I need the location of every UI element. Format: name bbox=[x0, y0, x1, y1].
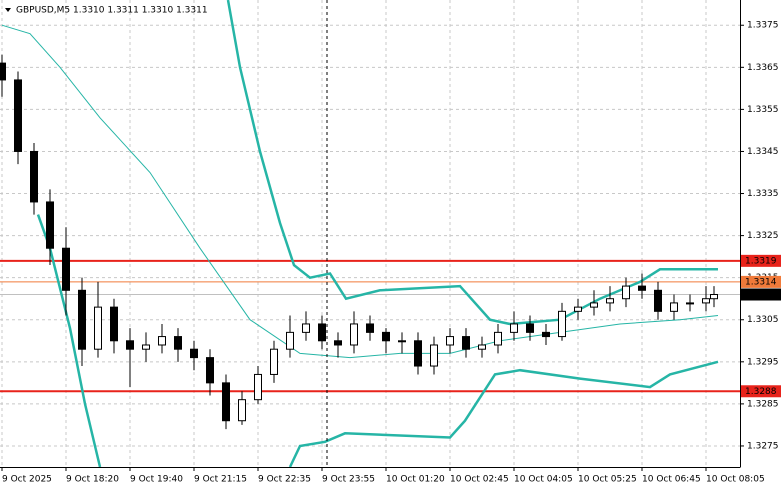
x-tick-label: 10 Oct 08:05 bbox=[706, 475, 765, 485]
candle-body bbox=[62, 247, 70, 291]
y-tick-label: 1.3325 bbox=[747, 231, 779, 241]
x-tick-label: 10 Oct 06:45 bbox=[642, 475, 701, 485]
candle-body bbox=[334, 340, 342, 346]
candle-body bbox=[142, 344, 150, 350]
price-level-tag bbox=[741, 275, 781, 288]
candle-body bbox=[414, 340, 422, 367]
candle-body bbox=[110, 306, 118, 342]
y-tick-label: 1.3335 bbox=[747, 189, 779, 199]
candle-body bbox=[670, 302, 678, 312]
candle-body bbox=[526, 323, 534, 333]
candle-body bbox=[270, 348, 278, 375]
candle-body bbox=[174, 336, 182, 350]
candle-body bbox=[638, 285, 646, 291]
candle-body bbox=[94, 306, 102, 350]
y-tick-label: 1.3285 bbox=[747, 399, 779, 409]
y-tick-label: 1.3345 bbox=[747, 147, 779, 157]
axes: 1.3375 1.3365 1.3355 1.3345 1.3335 1.3325 1.33… bbox=[1, 21, 781, 485]
plot bbox=[0, 0, 740, 468]
band-line bbox=[226, 0, 718, 326]
candle-body bbox=[446, 336, 454, 346]
candle-body bbox=[158, 336, 166, 346]
current-price-label: 1.3311 bbox=[745, 290, 777, 300]
candle-body bbox=[206, 357, 214, 384]
candle-body bbox=[382, 331, 390, 342]
candle-body bbox=[222, 382, 230, 422]
candle-body bbox=[78, 289, 86, 350]
candle-body bbox=[542, 331, 550, 338]
candle-body bbox=[350, 323, 358, 346]
candle-body bbox=[686, 302, 694, 305]
price-level-tag bbox=[741, 385, 781, 398]
x-tick-label: 9 Oct 22:35 bbox=[258, 475, 311, 485]
band-line bbox=[288, 360, 719, 468]
x-tick-label: 9 Oct 19:40 bbox=[130, 475, 183, 485]
candle-body bbox=[606, 298, 614, 304]
menu-arrow[interactable] bbox=[5, 8, 11, 12]
y-tick-label: 1.3365 bbox=[747, 63, 779, 73]
x-tick-label: 10 Oct 05:25 bbox=[578, 475, 637, 485]
candle-body bbox=[14, 79, 22, 152]
candle-body bbox=[366, 323, 374, 333]
candle-body bbox=[46, 201, 54, 249]
candle-body bbox=[318, 323, 326, 342]
candle-body bbox=[590, 302, 598, 308]
x-tick-label: 9 Oct 18:20 bbox=[66, 475, 119, 485]
candle-body bbox=[30, 150, 38, 203]
band-line bbox=[1, 24, 719, 359]
candle-body bbox=[286, 331, 294, 350]
y-tick-label: 1.3375 bbox=[747, 21, 779, 31]
y-tick-label: 1.3355 bbox=[747, 105, 779, 115]
candle-body bbox=[0, 62, 6, 81]
candle-body bbox=[574, 306, 582, 312]
y-tick-label: 1.3275 bbox=[747, 441, 779, 451]
candle-body bbox=[558, 310, 566, 338]
candle-body bbox=[302, 323, 310, 333]
candle-body bbox=[622, 285, 630, 300]
x-tick-label: 9 Oct 2025 bbox=[2, 475, 52, 485]
candle-body bbox=[190, 348, 198, 359]
candle-body bbox=[510, 323, 518, 333]
candle-body bbox=[654, 289, 662, 312]
current-price-tag bbox=[741, 288, 781, 301]
price-level-label: 1.3288 bbox=[745, 387, 777, 397]
candle-body bbox=[430, 344, 438, 367]
candle-body bbox=[238, 399, 246, 422]
y-tick-label: 1.3295 bbox=[747, 357, 779, 367]
y-tick-label: 1.3305 bbox=[747, 315, 779, 325]
x-tick-label: 9 Oct 21:15 bbox=[194, 475, 247, 485]
price-level-label: 1.3319 bbox=[745, 256, 777, 266]
candle-body bbox=[126, 340, 134, 350]
price-level-label: 1.3314 bbox=[745, 277, 777, 287]
candle-body bbox=[478, 344, 486, 350]
x-tick-label: 9 Oct 23:55 bbox=[322, 475, 375, 485]
candle-body bbox=[710, 294, 718, 300]
x-tick-label: 10 Oct 01:20 bbox=[386, 475, 445, 485]
x-tick-label: 10 Oct 02:45 bbox=[450, 475, 509, 485]
x-tick-label: 10 Oct 04:05 bbox=[514, 475, 573, 485]
candle-body bbox=[702, 298, 710, 304]
candle-body bbox=[462, 336, 470, 350]
chart-title: GBPUSD,M5 1.3310 1.3311 1.3310 1.3311 bbox=[16, 6, 208, 16]
candle-body bbox=[254, 373, 262, 401]
price-level-tag bbox=[741, 254, 781, 267]
candle-body bbox=[398, 340, 406, 343]
candle-body bbox=[494, 331, 502, 346]
